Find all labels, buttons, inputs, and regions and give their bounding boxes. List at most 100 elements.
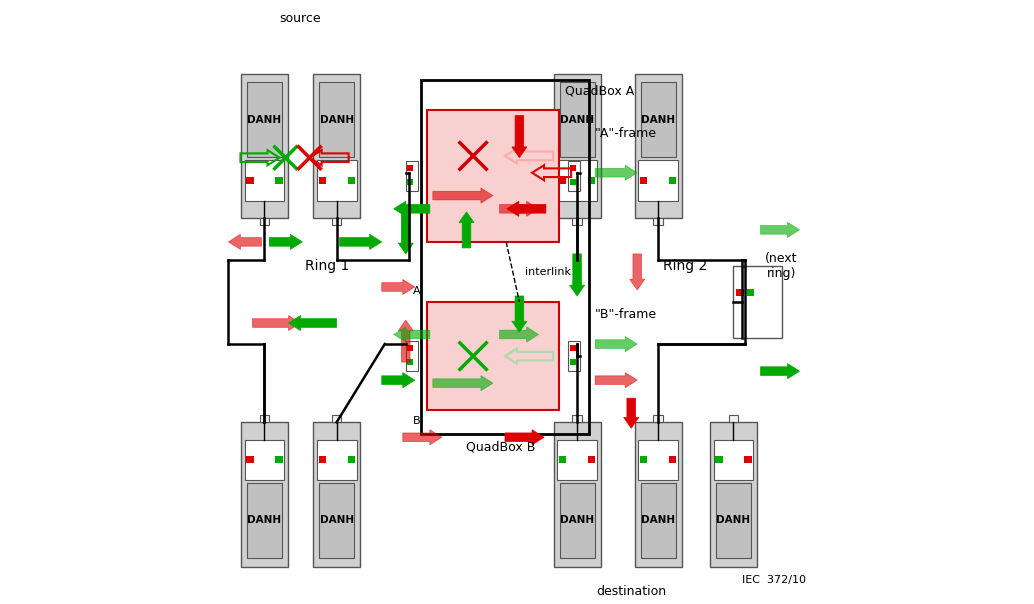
Bar (260, 218, 269, 225)
Bar (570, 179, 576, 185)
FancyBboxPatch shape (559, 82, 595, 157)
Bar (669, 456, 676, 463)
Bar (570, 165, 576, 171)
FancyArrow shape (499, 327, 539, 342)
FancyArrow shape (596, 373, 637, 388)
FancyBboxPatch shape (559, 483, 595, 558)
FancyBboxPatch shape (557, 160, 597, 201)
Text: DANH: DANH (717, 515, 751, 525)
FancyArrow shape (630, 254, 645, 290)
Text: Ring 1: Ring 1 (305, 259, 349, 273)
FancyBboxPatch shape (316, 160, 357, 201)
Bar (669, 177, 676, 184)
Bar (407, 345, 413, 352)
FancyBboxPatch shape (316, 440, 357, 480)
FancyArrow shape (760, 222, 799, 237)
Bar (421, 80, 589, 434)
Bar (640, 456, 647, 463)
Text: DANH: DANH (320, 115, 354, 124)
Bar (572, 415, 582, 422)
Bar (347, 456, 355, 463)
Bar (570, 359, 576, 365)
FancyArrow shape (624, 398, 639, 428)
FancyArrow shape (382, 373, 415, 388)
FancyArrow shape (507, 201, 546, 216)
FancyBboxPatch shape (553, 422, 601, 567)
FancyArrow shape (459, 212, 474, 248)
Bar (568, 161, 580, 191)
FancyArrow shape (760, 364, 799, 379)
Bar (332, 415, 341, 422)
Text: DANH: DANH (560, 515, 595, 525)
Bar (653, 415, 663, 422)
Text: Ring 2: Ring 2 (663, 259, 707, 273)
FancyArrow shape (596, 336, 637, 352)
Bar (733, 266, 782, 338)
FancyBboxPatch shape (557, 440, 597, 480)
Bar (318, 177, 326, 184)
Bar (275, 456, 282, 463)
Bar (588, 177, 596, 184)
Bar (407, 359, 413, 365)
Bar (653, 218, 663, 225)
Text: "A"-frame: "A"-frame (596, 127, 658, 140)
Text: DANH: DANH (320, 515, 354, 525)
Text: IEC  372/10: IEC 372/10 (741, 574, 805, 585)
FancyBboxPatch shape (313, 74, 360, 218)
Text: "B"-frame: "B"-frame (596, 307, 658, 321)
FancyArrow shape (229, 234, 262, 249)
Bar (570, 345, 576, 352)
FancyArrow shape (398, 212, 414, 254)
Text: QuadBox A: QuadBox A (566, 85, 634, 98)
Bar (246, 456, 253, 463)
FancyArrow shape (382, 280, 415, 295)
FancyArrow shape (570, 254, 584, 296)
Text: DANH: DANH (641, 515, 675, 525)
Text: DANH: DANH (560, 115, 595, 124)
FancyBboxPatch shape (641, 82, 676, 157)
Bar (588, 456, 596, 463)
FancyBboxPatch shape (313, 422, 360, 567)
Bar (332, 218, 341, 225)
FancyBboxPatch shape (247, 82, 282, 157)
Text: (next
ring): (next ring) (765, 252, 798, 280)
Bar (246, 177, 253, 184)
Bar (729, 415, 738, 422)
FancyArrow shape (512, 115, 527, 158)
Bar (559, 456, 567, 463)
FancyBboxPatch shape (245, 440, 284, 480)
FancyArrow shape (398, 320, 414, 362)
FancyArrow shape (499, 201, 539, 216)
FancyBboxPatch shape (320, 82, 355, 157)
Bar (568, 341, 580, 371)
FancyArrow shape (252, 315, 301, 330)
FancyArrow shape (269, 234, 302, 249)
FancyArrow shape (512, 296, 527, 332)
Bar (405, 161, 418, 191)
FancyBboxPatch shape (427, 109, 559, 242)
FancyArrow shape (505, 429, 544, 445)
Bar (407, 165, 413, 171)
Bar (572, 218, 582, 225)
Bar (405, 341, 418, 371)
Bar (275, 177, 282, 184)
Text: B: B (414, 416, 421, 426)
Bar (347, 177, 355, 184)
Text: A: A (414, 286, 421, 296)
FancyBboxPatch shape (320, 483, 355, 558)
FancyBboxPatch shape (638, 160, 678, 201)
FancyArrow shape (433, 376, 493, 391)
Bar (260, 415, 269, 422)
Bar (559, 177, 567, 184)
FancyBboxPatch shape (713, 440, 754, 480)
FancyBboxPatch shape (247, 483, 282, 558)
FancyBboxPatch shape (716, 483, 751, 558)
Bar (407, 179, 413, 185)
Text: source: source (280, 13, 322, 25)
Text: DANH: DANH (247, 115, 281, 124)
Bar (640, 177, 647, 184)
FancyBboxPatch shape (635, 74, 681, 218)
Text: DANH: DANH (247, 515, 281, 525)
Bar (744, 456, 752, 463)
Text: interlink: interlink (525, 267, 572, 277)
